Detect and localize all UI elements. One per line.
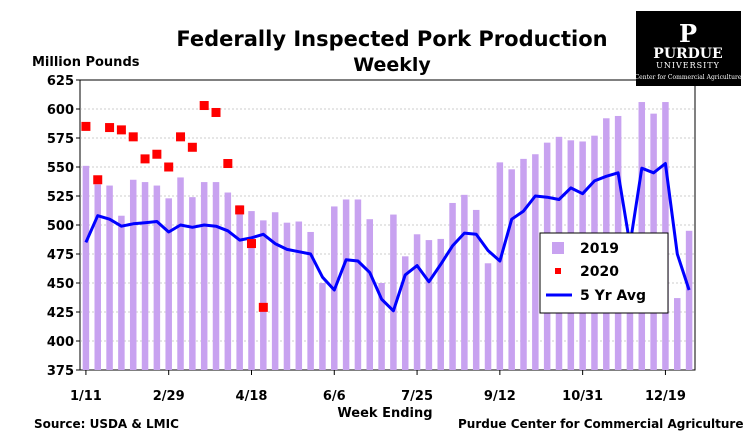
legend-swatch-2020	[555, 268, 561, 274]
x-tick-labels: 1/11 2/29 4/18 6/6 7/25 9/12 10/31 12/19	[70, 370, 686, 404]
point-2020	[140, 154, 150, 164]
bar-2019	[342, 199, 350, 370]
purdue-logo: P PURDUE UNIVERSITY Center for Commercia…	[635, 11, 742, 86]
series-line-5yr-avg	[84, 162, 691, 313]
point-2020	[81, 121, 91, 131]
credit-note: Purdue Center for Commercial Agriculture	[458, 417, 743, 431]
bar-2019	[378, 283, 385, 370]
bar-2019	[82, 165, 90, 370]
bar-2019	[153, 185, 161, 370]
x-tick-label: 9/12	[484, 389, 516, 404]
bar-2019	[236, 205, 243, 370]
y-tick-label: 500	[47, 219, 74, 234]
point-2020	[164, 162, 174, 172]
legend-label-2020: 2020	[580, 264, 619, 280]
y-tick-label: 375	[47, 364, 74, 379]
point-2020	[199, 101, 209, 111]
bar-2019	[472, 209, 480, 370]
x-tick-label: 12/19	[645, 389, 686, 404]
y-tick-labels: 375 400 425 450 475 500 525 550 575 600 625	[47, 74, 80, 379]
bar-2019	[413, 234, 421, 370]
source-note: Source: USDA & LMIC	[34, 417, 179, 431]
x-tick-label: 6/6	[323, 389, 346, 404]
y-tick-label: 450	[47, 277, 74, 292]
bar-2019	[425, 240, 433, 370]
bar-2019	[437, 238, 444, 370]
y-tick-label: 475	[47, 248, 74, 263]
chart-title: Federally Inspected Pork Production	[176, 27, 607, 51]
legend-label-5yr-avg: 5 Yr Avg	[580, 288, 646, 304]
bar-2019	[508, 169, 515, 370]
bar-2019	[165, 198, 172, 370]
bar-2019	[248, 211, 255, 370]
point-2020	[93, 175, 103, 185]
x-tick-label: 4/18	[236, 389, 268, 404]
bar-2019	[177, 177, 184, 370]
legend: 2019 2020 5 Yr Avg	[539, 232, 669, 314]
point-2020	[187, 142, 197, 152]
point-2020	[235, 205, 245, 215]
bar-2019	[532, 154, 539, 370]
bar-2019	[295, 221, 303, 370]
legend-swatch-2019	[552, 242, 564, 254]
bar-2019	[200, 182, 208, 370]
bar-2019	[401, 256, 409, 370]
y-tick-label: 575	[47, 132, 74, 147]
point-2020	[258, 302, 268, 312]
y-tick-label: 600	[47, 103, 74, 118]
logo-name: PURDUE	[653, 46, 722, 62]
bar-2019	[461, 194, 468, 370]
bar-2019	[283, 222, 291, 370]
bar-2019	[129, 179, 137, 370]
bar-2019	[484, 263, 492, 370]
x-tick-label: 10/31	[562, 389, 603, 404]
bar-2019	[449, 202, 456, 370]
bar-2019	[224, 192, 232, 370]
points-2020	[81, 101, 268, 312]
y-tick-label: 550	[47, 161, 74, 176]
y-tick-label: 425	[47, 306, 74, 321]
logo-background	[636, 11, 741, 86]
bar-2019	[94, 184, 101, 370]
bar-2019	[141, 182, 149, 370]
x-tick-label: 7/25	[401, 389, 433, 404]
bar-2019	[319, 283, 326, 370]
bar-2019	[520, 158, 527, 370]
point-2020	[246, 239, 256, 249]
legend-label-2019: 2019	[580, 241, 619, 257]
bar-2019	[189, 197, 196, 370]
point-2020	[128, 132, 138, 142]
point-2020	[211, 107, 221, 117]
point-2020	[116, 125, 126, 135]
bar-2019	[685, 230, 693, 370]
point-2020	[105, 123, 115, 133]
bar-2019	[271, 212, 279, 370]
y-axis-label: Million Pounds	[32, 55, 140, 70]
point-2020	[223, 159, 233, 169]
x-tick-label: 2/29	[153, 389, 185, 404]
bar-2019	[118, 215, 125, 370]
y-tick-label: 525	[47, 190, 74, 205]
bar-2019	[212, 182, 220, 370]
bar-2019	[260, 220, 267, 370]
chart-subtitle: Weekly	[353, 54, 431, 76]
point-2020	[152, 149, 162, 159]
bar-2019	[674, 298, 681, 370]
logo-sub: UNIVERSITY	[656, 61, 720, 70]
x-axis-label: Week Ending	[337, 406, 432, 421]
logo-mark: P	[679, 19, 697, 48]
bar-2019	[354, 199, 362, 370]
bar-2019	[307, 231, 314, 370]
y-tick-label: 400	[47, 335, 74, 350]
bar-2019	[366, 219, 374, 370]
bar-2019	[390, 214, 397, 370]
point-2020	[176, 132, 186, 142]
bar-2019	[496, 162, 504, 370]
y-tick-label: 625	[47, 74, 74, 89]
x-tick-label: 1/11	[70, 389, 102, 404]
line-5yr-avg	[84, 162, 691, 313]
logo-caption: Center for Commercial Agriculture	[635, 74, 742, 81]
bar-2019	[106, 185, 113, 370]
